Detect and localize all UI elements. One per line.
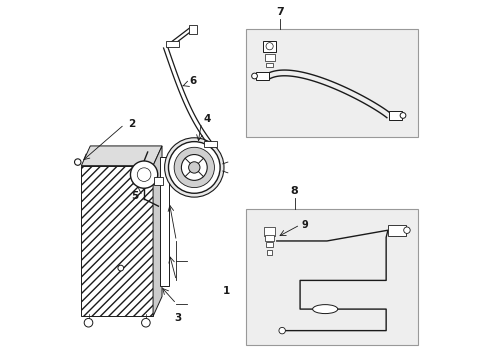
Text: 9: 9 [301, 220, 308, 230]
Bar [203, 141, 217, 147]
Bar [263, 41, 276, 51]
Text: 8: 8 [290, 186, 298, 196]
Circle shape [118, 265, 123, 271]
Bar [154, 177, 163, 185]
Circle shape [130, 161, 158, 188]
Circle shape [265, 42, 273, 50]
Polygon shape [153, 146, 162, 316]
Circle shape [74, 159, 81, 165]
Text: 5: 5 [131, 191, 139, 201]
Circle shape [174, 147, 214, 188]
Text: 1: 1 [223, 286, 230, 296]
Polygon shape [81, 146, 162, 166]
Bar [264, 226, 274, 235]
Bar [265, 234, 273, 241]
Bar [265, 242, 273, 247]
Circle shape [251, 73, 257, 79]
Circle shape [278, 327, 285, 334]
Bar [266, 250, 272, 255]
Bar [188, 25, 196, 34]
Bar [246, 209, 418, 345]
Text: 7: 7 [276, 7, 284, 17]
Bar [388, 111, 401, 120]
Text: 4: 4 [203, 114, 210, 124]
Circle shape [403, 227, 409, 233]
Circle shape [164, 138, 224, 197]
Text: 6: 6 [188, 76, 196, 86]
Circle shape [168, 141, 220, 193]
Polygon shape [81, 166, 153, 316]
Bar [265, 63, 273, 67]
Bar [264, 54, 274, 61]
Circle shape [137, 168, 151, 181]
Circle shape [142, 319, 150, 327]
Bar [255, 72, 268, 80]
Bar [160, 157, 169, 286]
Circle shape [188, 162, 200, 173]
Bar [387, 225, 405, 235]
Circle shape [84, 319, 93, 327]
Text: 2: 2 [128, 120, 135, 129]
Ellipse shape [312, 305, 337, 314]
Bar [166, 41, 179, 46]
Circle shape [181, 154, 207, 180]
Bar [246, 30, 418, 137]
Text: 3: 3 [174, 313, 182, 323]
Circle shape [399, 113, 405, 118]
